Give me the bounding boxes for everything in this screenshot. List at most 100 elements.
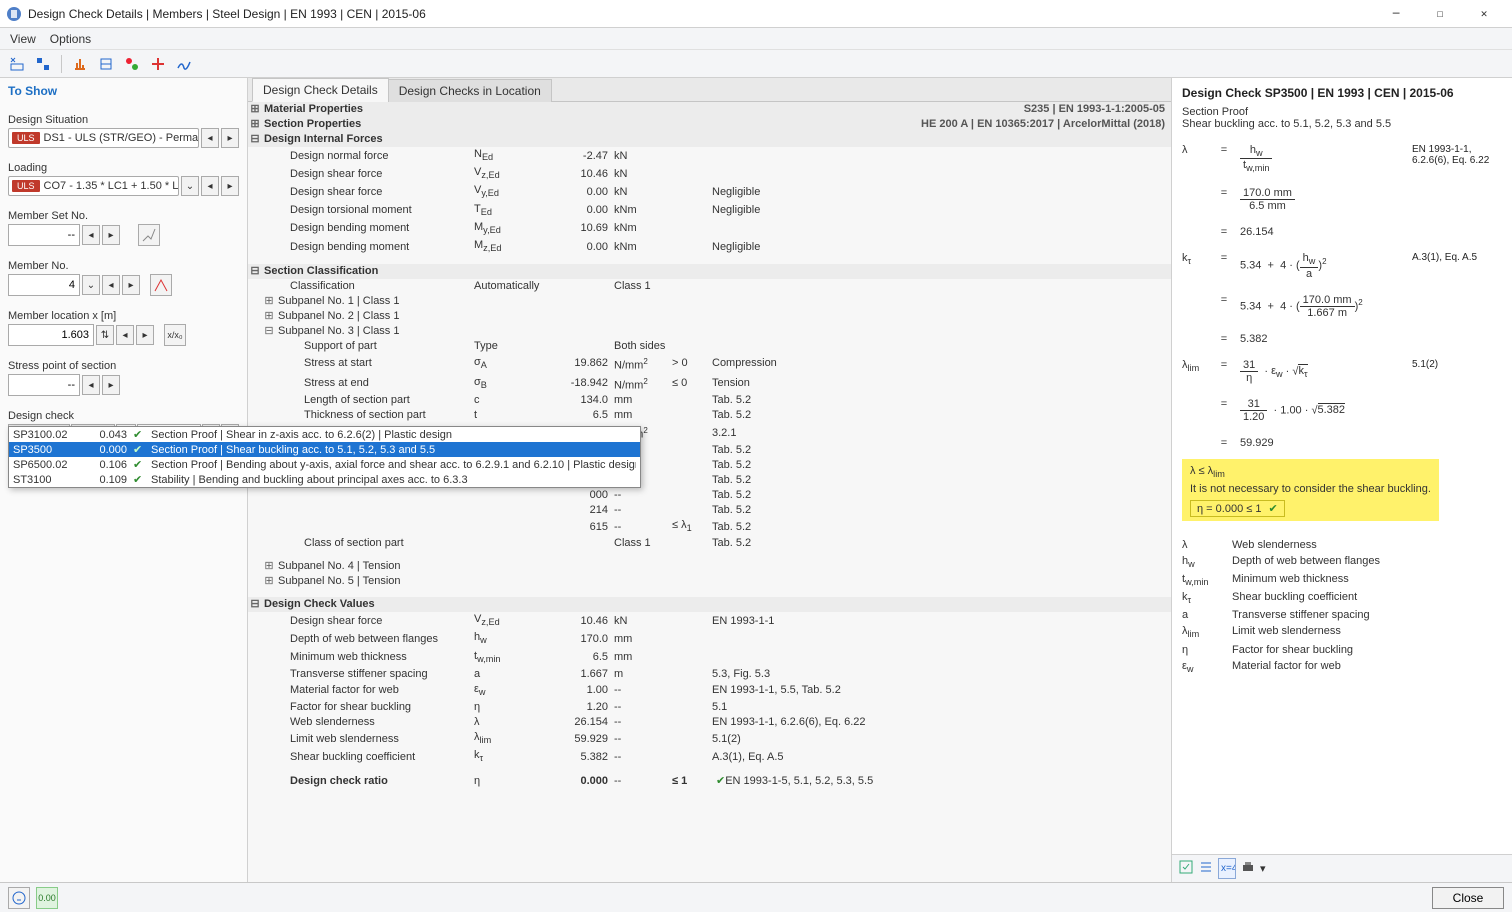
loc-stepper[interactable]: ⇅ bbox=[96, 325, 114, 345]
next-sp-button[interactable]: ▸ bbox=[102, 375, 120, 395]
grid-row: Class of section part Class 1 Tab. 5.2 bbox=[248, 536, 1171, 551]
legend-row: aTransverse stiffener spacing bbox=[1182, 607, 1502, 623]
next-memberset-button[interactable]: ▸ bbox=[102, 225, 120, 245]
grid-header[interactable]: ⊟Section Classification bbox=[248, 264, 1171, 279]
status-icon-1[interactable] bbox=[8, 887, 30, 909]
next-loading-button[interactable]: ▸ bbox=[221, 176, 239, 196]
legend-row: kτShear buckling coefficient bbox=[1182, 589, 1502, 607]
tab-location[interactable]: Design Checks in Location bbox=[388, 79, 552, 102]
grid-header[interactable]: ⊟Design Check Values bbox=[248, 597, 1171, 612]
grid-header[interactable]: ⊞Material PropertiesS235 | EN 1993-1-1:2… bbox=[248, 102, 1171, 117]
rt-print-icon[interactable] bbox=[1240, 859, 1256, 878]
rt-btn-2[interactable] bbox=[1198, 859, 1214, 878]
stress-point-input[interactable] bbox=[8, 374, 80, 396]
next-loc-button[interactable]: ▸ bbox=[136, 325, 154, 345]
pick-member-icon[interactable] bbox=[150, 274, 172, 296]
uls-badge: ULS bbox=[12, 132, 40, 144]
grid-row: Stress at end σB -18.942 N/mm2 ≤ 0 Tensi… bbox=[248, 374, 1171, 394]
rp-title: Design Check SP3500 | EN 1993 | CEN | 20… bbox=[1182, 86, 1502, 100]
eq-lambda-3: = 26.154 bbox=[1182, 226, 1502, 238]
loc-ratio-icon[interactable]: x/x₀ bbox=[164, 324, 186, 346]
grid-header[interactable]: ⊟Design Internal Forces bbox=[248, 132, 1171, 147]
close-button[interactable]: Close bbox=[1432, 887, 1504, 909]
toolbar-btn-1[interactable] bbox=[6, 53, 28, 75]
rt-btn-3-active[interactable]: x=4 bbox=[1218, 858, 1236, 879]
legend: λWeb slendernesshwDepth of web between f… bbox=[1182, 537, 1502, 676]
legend-row: hwDepth of web between flanges bbox=[1182, 553, 1502, 571]
menu-options[interactable]: Options bbox=[50, 32, 91, 46]
design-situation-dropdown[interactable]: ULS DS1 - ULS (STR/GEO) - Permane... bbox=[8, 128, 199, 148]
grid-subheader[interactable]: ⊞Subpanel No. 1 | Class 1 bbox=[248, 294, 1171, 309]
grid-row: Classification Automatically Class 1 bbox=[248, 279, 1171, 294]
grid-subheader[interactable]: ⊞Subpanel No. 2 | Class 1 bbox=[248, 309, 1171, 324]
prev-loading-button[interactable]: ◂ bbox=[201, 176, 219, 196]
popup-row[interactable]: ST31000.109✔Stability | Bending and buck… bbox=[9, 472, 640, 487]
member-no-label: Member No. bbox=[8, 260, 239, 272]
eq-kt: kτ= 5.34 + 4 · (hwa)2 A.3(1), Eq. A.5 bbox=[1182, 252, 1502, 279]
prev-member-button[interactable]: ◂ bbox=[102, 275, 120, 295]
grid-row: Design shear force Vz,Ed 10.46 kN EN 199… bbox=[248, 612, 1171, 630]
menubar: View Options bbox=[0, 28, 1512, 50]
left-panel: To Show Design Situation ULS DS1 - ULS (… bbox=[0, 78, 248, 882]
member-set-label: Member Set No. bbox=[8, 210, 239, 222]
loading-chevron[interactable]: ⌄ bbox=[181, 176, 199, 196]
member-loc-input[interactable] bbox=[8, 324, 94, 346]
rt-dropdown-icon[interactable]: ▾ bbox=[1260, 862, 1266, 875]
grid-row: Design shear force Vy,Ed 0.00 kN Negligi… bbox=[248, 183, 1171, 201]
toolbar-btn-3[interactable] bbox=[69, 53, 91, 75]
grid-subheader[interactable]: ⊟Subpanel No. 3 | Class 1 bbox=[248, 324, 1171, 339]
grid-row: Material factor for web εw 1.00 -- EN 19… bbox=[248, 682, 1171, 700]
grid-row: Support of part Type Both sides bbox=[248, 339, 1171, 354]
grid-row: 214 -- Tab. 5.2 bbox=[248, 503, 1171, 518]
grid-subheader[interactable]: ⊞Subpanel No. 5 | Tension bbox=[248, 574, 1171, 589]
prev-sp-button[interactable]: ◂ bbox=[82, 375, 100, 395]
toolbar-btn-2[interactable] bbox=[32, 53, 54, 75]
grid-row: Design bending moment Mz,Ed 0.00 kNm Neg… bbox=[248, 238, 1171, 256]
popup-row[interactable]: SP6500.020.106✔Section Proof | Bending a… bbox=[9, 457, 640, 472]
loading-dropdown[interactable]: ULS CO7 - 1.35 * LC1 + 1.50 * LC3... bbox=[8, 176, 179, 196]
right-panel: Design Check SP3500 | EN 1993 | CEN | 20… bbox=[1172, 78, 1512, 882]
prev-situation-button[interactable]: ◂ bbox=[201, 128, 219, 148]
minimize-button[interactable]: ─ bbox=[1374, 0, 1418, 28]
member-no-chevron[interactable]: ⌄ bbox=[82, 275, 100, 295]
eq-lambda-2: = 170.0 mm6.5 mm bbox=[1182, 187, 1502, 212]
titlebar: Design Check Details | Members | Steel D… bbox=[0, 0, 1512, 28]
memberset-pick-icon[interactable] bbox=[138, 224, 160, 246]
grid-row: Depth of web between flanges hw 170.0 mm bbox=[248, 630, 1171, 648]
tab-details[interactable]: Design Check Details bbox=[252, 78, 389, 102]
grid-row: Design normal force NEd -2.47 kN bbox=[248, 147, 1171, 165]
toolbar-btn-5[interactable] bbox=[121, 53, 143, 75]
grid-row: 000 -- Tab. 5.2 bbox=[248, 488, 1171, 503]
legend-row: tw,minMinimum web thickness bbox=[1182, 571, 1502, 589]
grid-row: Transverse stiffener spacing a 1.667 m 5… bbox=[248, 667, 1171, 682]
popup-row[interactable]: SP35000.000✔Section Proof | Shear buckli… bbox=[9, 442, 640, 457]
toolbar-btn-6[interactable] bbox=[147, 53, 169, 75]
maximize-button[interactable]: ☐ bbox=[1418, 0, 1462, 28]
eq-lambdalim-3: = 59.929 bbox=[1182, 437, 1502, 449]
member-set-input[interactable] bbox=[8, 224, 80, 246]
grid-subheader[interactable]: ⊞Subpanel No. 4 | Tension bbox=[248, 559, 1171, 574]
close-window-button[interactable]: ✕ bbox=[1462, 0, 1506, 28]
status-icon-2[interactable]: 0.00 bbox=[36, 887, 58, 909]
rt-btn-1[interactable] bbox=[1178, 859, 1194, 878]
right-toolbar: x=4 ▾ bbox=[1172, 854, 1512, 882]
eq-lambda: λ= hwtw,min EN 1993-1-1, 6.2.6(6), Eq. 6… bbox=[1182, 144, 1502, 173]
next-situation-button[interactable]: ▸ bbox=[221, 128, 239, 148]
tabstrip: Design Check Details Design Checks in Lo… bbox=[248, 78, 1171, 102]
prev-memberset-button[interactable]: ◂ bbox=[82, 225, 100, 245]
legend-row: λWeb slenderness bbox=[1182, 537, 1502, 553]
grid-row: 615 -- ≤ λ1 Tab. 5.2 bbox=[248, 518, 1171, 536]
toolbar-btn-4[interactable] bbox=[95, 53, 117, 75]
rp-sub1: Section Proof bbox=[1182, 106, 1502, 118]
grid-row: Stress at start σA 19.862 N/mm2 > 0 Comp… bbox=[248, 354, 1171, 374]
grid-row: Shear buckling coefficient kτ 5.382 -- A… bbox=[248, 748, 1171, 766]
popup-row[interactable]: SP3100.020.043✔Section Proof | Shear in … bbox=[9, 427, 640, 442]
toolbar-btn-7[interactable] bbox=[173, 53, 195, 75]
grid-row: Design shear force Vz,Ed 10.46 kN bbox=[248, 165, 1171, 183]
prev-loc-button[interactable]: ◂ bbox=[116, 325, 134, 345]
grid-header[interactable]: ⊞Section PropertiesHE 200 A | EN 10365:2… bbox=[248, 117, 1171, 132]
next-member-button[interactable]: ▸ bbox=[122, 275, 140, 295]
member-no-input[interactable] bbox=[8, 274, 80, 296]
design-check-popup[interactable]: SP3100.020.043✔Section Proof | Shear in … bbox=[8, 426, 641, 488]
menu-view[interactable]: View bbox=[10, 32, 36, 46]
